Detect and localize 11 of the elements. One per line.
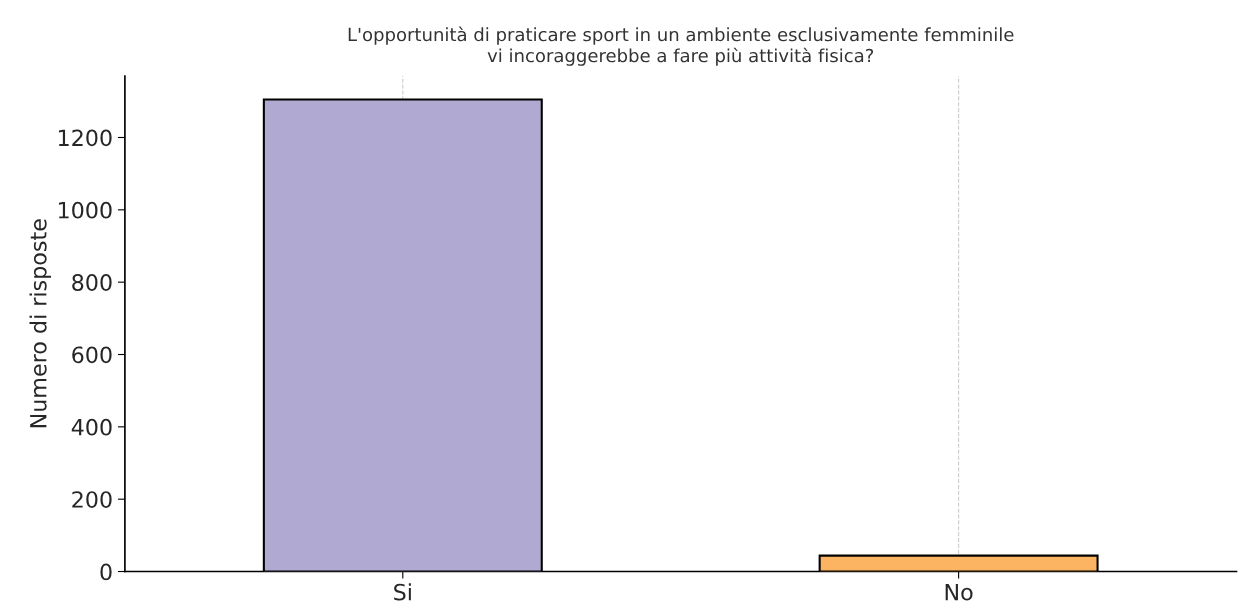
y-tick-label: 1000 <box>58 201 112 219</box>
x-tick-label: No <box>945 584 973 601</box>
y-tick-label: 200 <box>72 491 112 508</box>
y-axis-title: Numero di risposte <box>29 219 51 428</box>
y-tick-label: 800 <box>72 274 112 291</box>
chart-title: L'opportunità di praticare sport in un ambiente esclusivamente femminile vi incoraggerebbe a fare più attività fisica? <box>348 26 1014 66</box>
y-tick-label: 600 <box>72 346 112 364</box>
x-tick-label: Si <box>394 583 411 601</box>
y-tick-label: 400 <box>71 418 112 436</box>
y-tick-label: 1200 <box>58 129 112 147</box>
y-tick-label: 0 <box>100 563 112 581</box>
